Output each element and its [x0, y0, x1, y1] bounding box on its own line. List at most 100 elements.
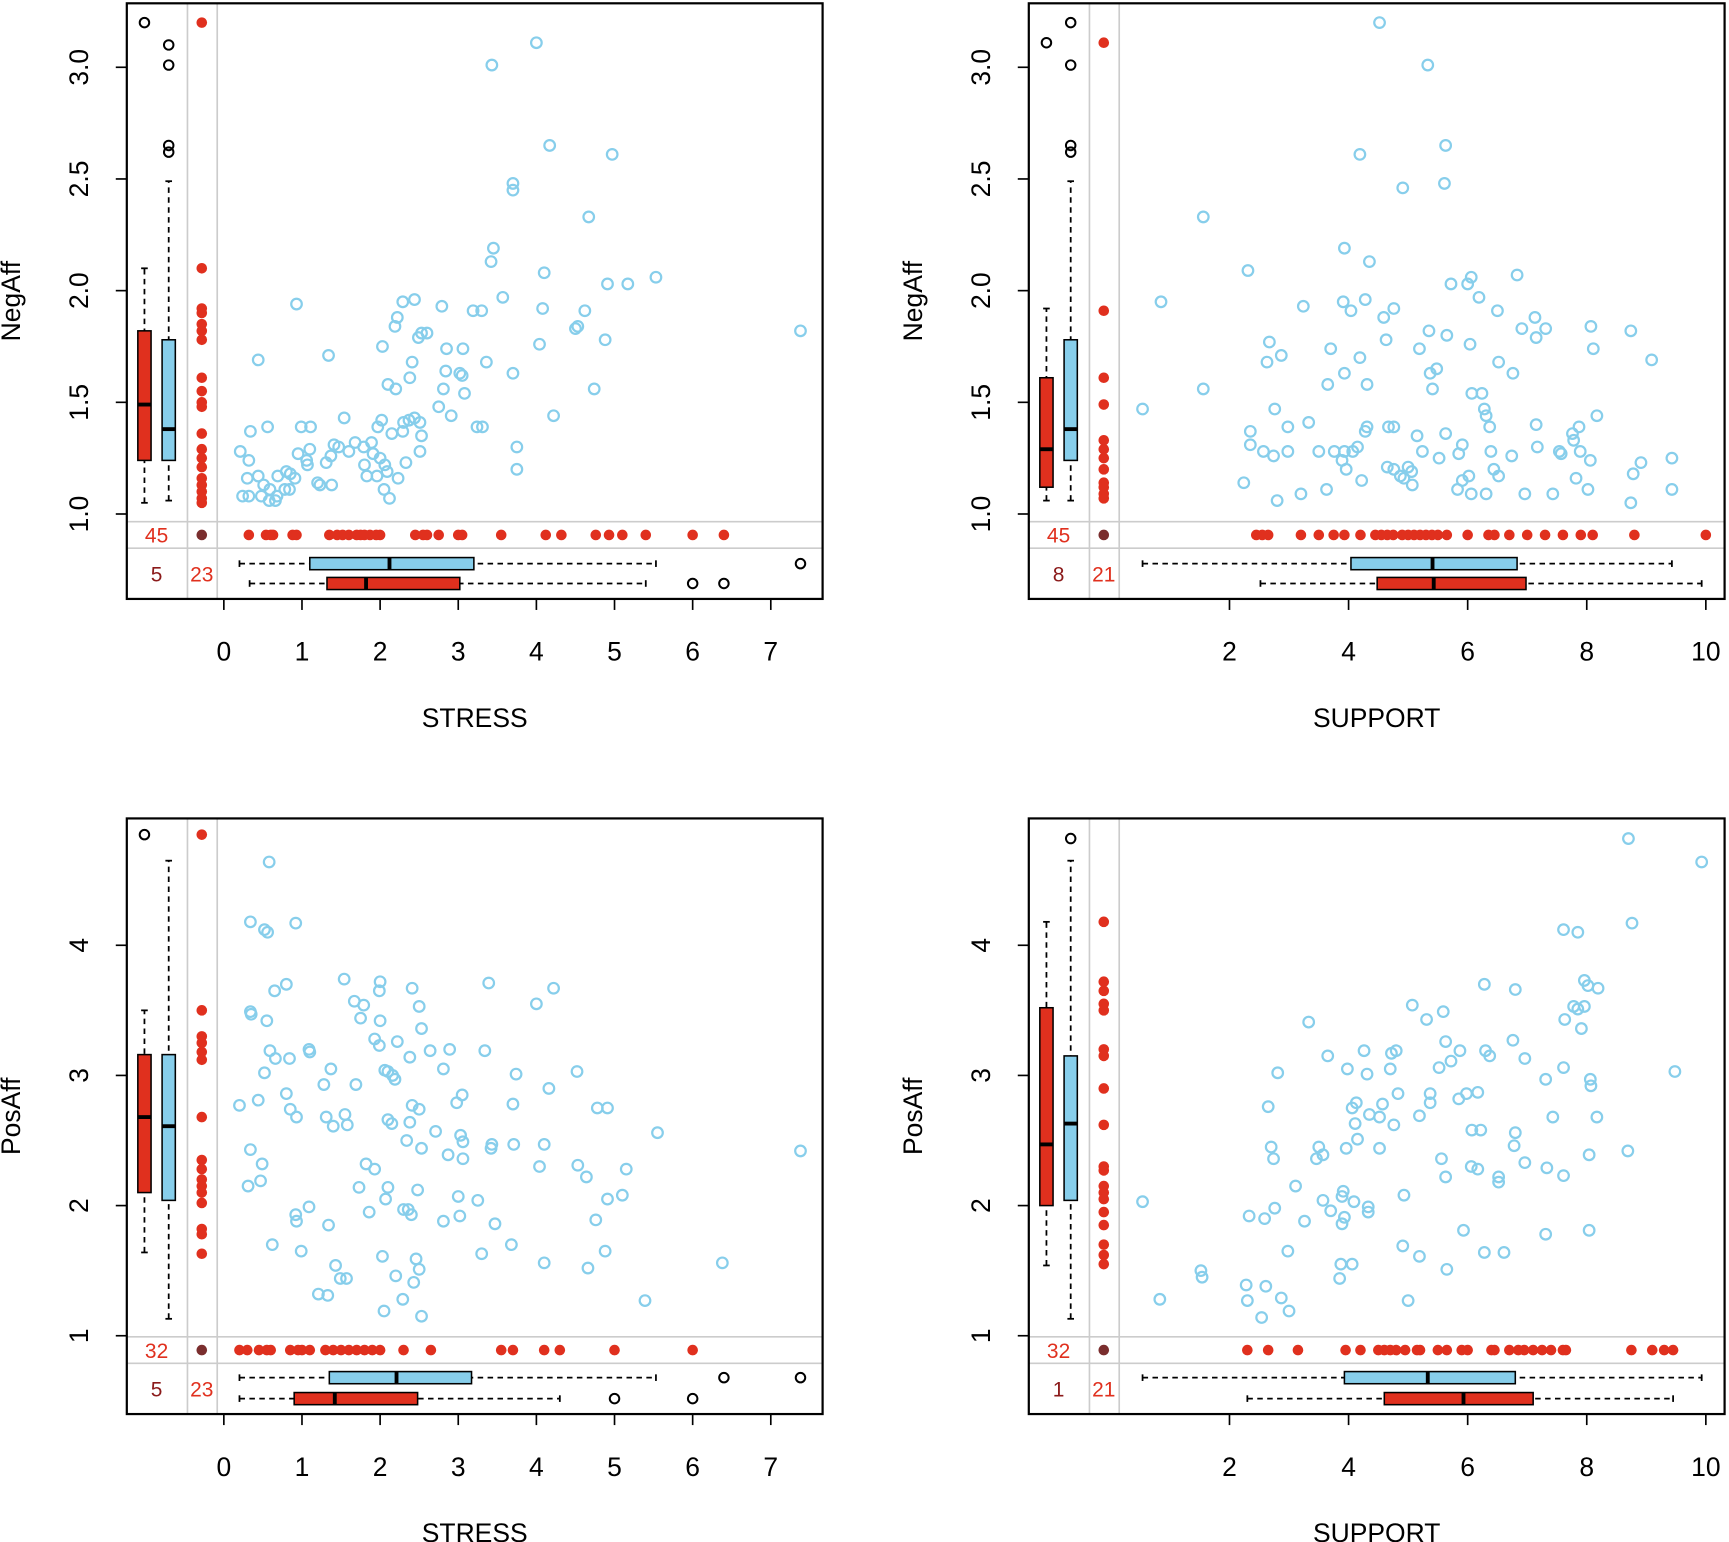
missing-y-point	[234, 1344, 245, 1356]
data-point	[1153, 1292, 1167, 1306]
data-point	[322, 349, 335, 362]
y-tick-label: 1.0	[64, 496, 94, 533]
data-point	[1358, 293, 1372, 306]
data-point	[1479, 487, 1493, 501]
data-point	[1383, 1062, 1397, 1076]
data-point	[409, 1252, 423, 1266]
data-point	[332, 440, 346, 454]
data-point	[415, 326, 428, 340]
data-point	[1557, 1061, 1570, 1075]
data-point	[1241, 264, 1255, 277]
data-point	[1484, 445, 1498, 458]
both-missing-point	[196, 1344, 208, 1356]
data-point	[1387, 1118, 1401, 1132]
data-point	[598, 1244, 612, 1258]
boxplot-y-missing-x	[1039, 36, 1054, 502]
data-point	[1345, 1101, 1359, 1115]
data-point	[1338, 366, 1351, 380]
data-point	[1316, 1193, 1330, 1207]
data-point	[1583, 453, 1597, 467]
data-point	[619, 1162, 633, 1176]
data-point	[1397, 471, 1411, 485]
data-point	[1243, 424, 1257, 438]
data-point	[322, 1218, 335, 1232]
data-point	[547, 981, 560, 995]
missing-y-point	[495, 1344, 507, 1356]
data-point	[1583, 1072, 1597, 1086]
data-point	[1338, 241, 1351, 255]
data-point	[450, 1096, 464, 1110]
y-tick-label: 4	[966, 938, 996, 953]
missing-x-point	[1098, 305, 1110, 317]
data-point	[258, 1066, 271, 1080]
data-point	[1668, 1065, 1682, 1078]
missing-y-point	[1462, 529, 1473, 541]
data-point	[1376, 1097, 1389, 1111]
data-point	[1477, 402, 1491, 416]
missing-x-point	[196, 334, 208, 346]
y-tick-label: 2	[966, 1198, 996, 1213]
missing-x-point	[196, 497, 208, 509]
data-point	[1439, 139, 1453, 152]
data-point	[1361, 1200, 1375, 1214]
data-point	[1444, 277, 1458, 291]
missing-y-point	[1432, 1344, 1444, 1356]
missing-y-point	[617, 529, 628, 541]
data-point	[244, 915, 257, 929]
data-point	[278, 483, 292, 496]
data-point	[1338, 1210, 1351, 1224]
data-point	[385, 427, 399, 440]
outlier	[608, 1392, 621, 1405]
data-point	[379, 1192, 392, 1206]
missing-x-point	[196, 325, 208, 337]
data-point	[1379, 333, 1393, 347]
data-point	[1340, 1062, 1354, 1076]
both-missing-point	[1098, 1344, 1110, 1356]
data-point	[1391, 1087, 1405, 1101]
data-point	[1465, 386, 1479, 400]
data-point	[1351, 1132, 1364, 1146]
missing-y-point	[1489, 529, 1500, 541]
data-point	[1387, 420, 1401, 434]
data-point	[403, 1050, 417, 1064]
data-point	[453, 1209, 467, 1223]
missing-y-point	[1355, 1344, 1366, 1356]
boxplot-y-missing-x	[1039, 920, 1054, 1267]
data-point	[1274, 349, 1288, 362]
data-point	[437, 1062, 450, 1076]
missing-y-point	[554, 1344, 566, 1356]
data-point	[1267, 449, 1280, 463]
x-tick-label: 10	[1691, 637, 1720, 667]
data-point	[1405, 478, 1419, 492]
data-point	[1351, 440, 1364, 454]
missing-x-point	[196, 385, 208, 397]
data-point	[1262, 335, 1276, 349]
data-point	[258, 923, 271, 937]
missing-y-point	[1489, 1344, 1500, 1356]
data-point	[1358, 424, 1372, 438]
box	[1063, 339, 1079, 462]
data-point	[537, 266, 551, 280]
data-point	[1435, 1152, 1448, 1166]
y-tick-label: 3	[966, 1068, 996, 1083]
y-tick-label: 3	[64, 1068, 94, 1083]
missing-x-point	[196, 263, 208, 274]
data-point	[479, 355, 493, 369]
data-point	[396, 295, 410, 309]
missing-y-point	[421, 529, 433, 541]
boxplot-x-missing-y	[1246, 1391, 1674, 1406]
data-point	[598, 333, 612, 347]
count-both-missing: 21	[1092, 563, 1115, 586]
boxplot-x-observed-y	[238, 556, 807, 571]
missing-x-point	[196, 372, 208, 384]
data-point	[506, 177, 520, 190]
missing-y-point	[304, 1344, 316, 1356]
data-point	[476, 420, 489, 434]
data-point	[1360, 1067, 1374, 1081]
missing-y-point	[267, 529, 279, 541]
missing-x-point	[196, 461, 208, 473]
data-point	[1439, 1170, 1453, 1184]
data-point	[251, 1093, 265, 1107]
data-point	[340, 1272, 353, 1285]
missing-y-point	[1658, 1344, 1670, 1356]
